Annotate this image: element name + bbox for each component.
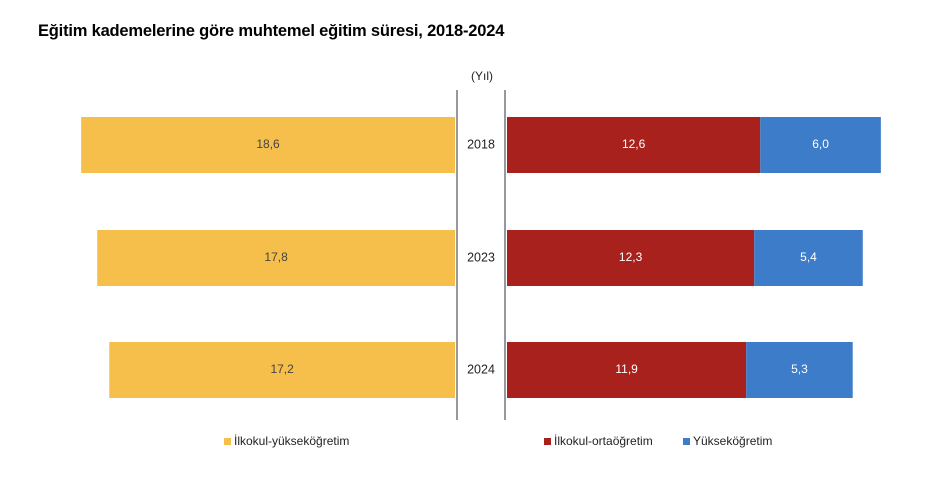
bar-yuksekogretim-2024 (746, 342, 853, 398)
legend-ilkokul-ortaogretim-swatch (544, 438, 551, 445)
legend-yuksekogretim-swatch (683, 438, 690, 445)
chart-title: Eğitim kademelerine göre muhtemel eğitim… (38, 22, 505, 40)
category-label-2023: 2023 (467, 250, 495, 264)
data-label-yuksekogretim-2024: 5,3 (791, 362, 808, 376)
legend-ilkokul-yuksekogretim-label: İlkokul-yükseköğretim (234, 434, 349, 448)
data-label-ilkokul-yuksekogretim-2023: 17,8 (264, 250, 288, 264)
category-label-2018: 2018 (467, 137, 495, 151)
data-label-ilkokul-ortaogretim-2018: 12,6 (622, 137, 646, 151)
data-label-yuksekogretim-2023: 5,4 (800, 250, 817, 264)
bar-ilkokul-yuksekogretim-2018 (81, 117, 455, 173)
bar-yuksekogretim-2023 (754, 230, 863, 286)
bar-yuksekogretim-2018 (760, 117, 881, 173)
bars-group: 18,6 2018 12,6 6,0 17,8 2023 12,3 5,4 17,2 2024 11… (81, 117, 881, 398)
axis-unit-label: (Yıl) (471, 69, 493, 83)
data-label-ilkokul-ortaogretim-2023: 12,3 (619, 250, 643, 264)
data-label-ilkokul-ortaogretim-2024: 11,9 (615, 362, 638, 376)
data-label-ilkokul-yuksekogretim-2018: 18,6 (256, 137, 280, 151)
legend-ilkokul-ortaogretim-label: İlkokul-ortaöğretim (554, 434, 653, 448)
bar-ilkokul-yuksekogretim-2024 (109, 342, 455, 398)
legend: İlkokul-yükseköğretim İlkokul-ortaöğretim… (224, 434, 772, 448)
category-label-2024: 2024 (467, 362, 495, 376)
data-label-ilkokul-yuksekogretim-2024: 17,2 (270, 362, 294, 376)
bar-ilkokul-yuksekogretim-2023 (97, 230, 455, 286)
legend-yuksekogretim-label: Yükseköğretim (693, 434, 772, 448)
legend-ilkokul-yuksekogretim-swatch (224, 438, 231, 445)
bar-ilkokul-ortaogretim-2023 (507, 230, 755, 286)
bar-ilkokul-ortaogretim-2024 (507, 342, 747, 398)
data-label-yuksekogretim-2018: 6,0 (812, 137, 829, 151)
bar-ilkokul-ortaogretim-2018 (507, 117, 761, 173)
